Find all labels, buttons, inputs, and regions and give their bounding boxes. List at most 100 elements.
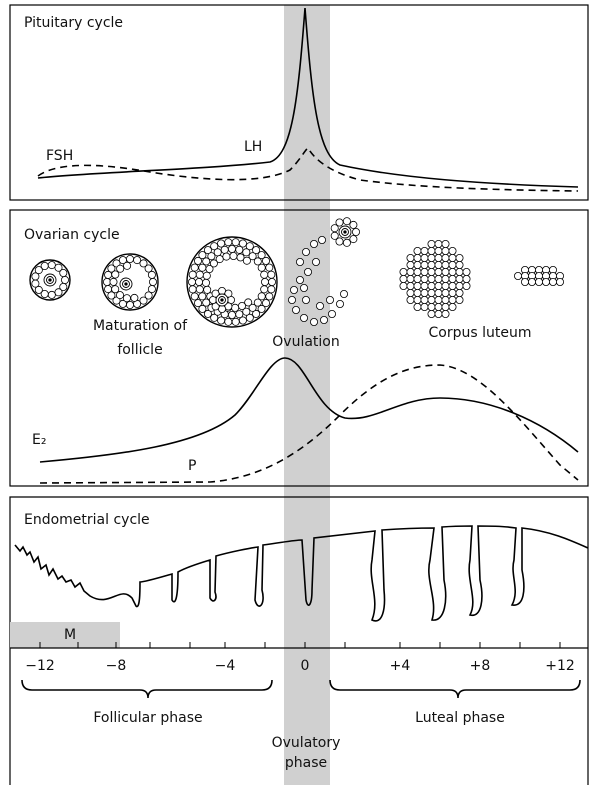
p-curve bbox=[39, 364, 579, 484]
cell bbox=[205, 264, 214, 273]
cell bbox=[202, 298, 211, 307]
cell bbox=[301, 295, 310, 304]
cell bbox=[236, 253, 245, 262]
oocyte bbox=[220, 298, 224, 302]
brace bbox=[21, 679, 273, 699]
cell bbox=[224, 317, 233, 326]
phase-label: Follicular phase bbox=[93, 710, 202, 726]
cell bbox=[193, 256, 202, 265]
oocyte bbox=[48, 278, 52, 282]
cell bbox=[245, 313, 254, 322]
cell bbox=[434, 253, 443, 262]
cell bbox=[195, 270, 204, 279]
cell bbox=[434, 288, 443, 297]
cell bbox=[257, 251, 266, 260]
cell bbox=[528, 277, 537, 286]
follicle-illustrations bbox=[29, 217, 565, 328]
cell bbox=[203, 246, 212, 255]
cell bbox=[54, 263, 63, 272]
cell bbox=[406, 295, 415, 304]
cell bbox=[342, 217, 351, 226]
cell bbox=[126, 300, 135, 309]
curve-label: E₂ bbox=[32, 432, 46, 448]
cell bbox=[242, 248, 251, 257]
cell bbox=[244, 298, 253, 307]
cell bbox=[549, 277, 558, 286]
cell bbox=[441, 288, 450, 297]
cell bbox=[315, 301, 324, 310]
follicle-wall bbox=[29, 259, 71, 301]
cell bbox=[335, 218, 344, 227]
cell bbox=[441, 274, 450, 283]
cell bbox=[317, 235, 326, 244]
brace bbox=[329, 679, 581, 699]
tick-label: −12 bbox=[25, 658, 55, 674]
cell bbox=[116, 291, 125, 300]
cell bbox=[434, 281, 443, 290]
cell bbox=[139, 296, 148, 305]
cell bbox=[54, 288, 63, 297]
cell bbox=[190, 263, 199, 272]
cell bbox=[455, 288, 464, 297]
cell bbox=[542, 277, 551, 286]
cell bbox=[301, 247, 310, 256]
fsh-curve bbox=[37, 146, 579, 192]
cell bbox=[231, 303, 240, 312]
cell bbox=[261, 299, 270, 308]
cell bbox=[193, 299, 202, 308]
cell bbox=[420, 253, 429, 262]
cell bbox=[217, 316, 226, 325]
cell bbox=[248, 303, 257, 312]
cell bbox=[434, 267, 443, 276]
cell bbox=[144, 264, 153, 273]
cell bbox=[455, 295, 464, 304]
cell bbox=[126, 254, 135, 263]
cell bbox=[248, 252, 257, 261]
cell bbox=[40, 289, 49, 298]
cell bbox=[111, 285, 120, 294]
cell bbox=[242, 307, 251, 316]
panel-title: Endometrial cycle bbox=[24, 512, 150, 528]
cell bbox=[231, 238, 240, 247]
phase-label: Luteal phase bbox=[415, 710, 505, 726]
cell bbox=[224, 238, 233, 247]
phase-label: phase bbox=[285, 755, 327, 771]
curve-label: FSH bbox=[46, 148, 73, 164]
cell bbox=[462, 274, 471, 283]
cell bbox=[123, 261, 132, 270]
cell bbox=[455, 281, 464, 290]
oocyte bbox=[124, 282, 128, 286]
cell bbox=[441, 239, 450, 248]
cell bbox=[441, 246, 450, 255]
cell bbox=[31, 272, 40, 281]
cell bbox=[406, 288, 415, 297]
cell bbox=[441, 267, 450, 276]
cell bbox=[295, 257, 304, 266]
cell bbox=[203, 309, 212, 318]
cell bbox=[291, 305, 300, 314]
pituitary-panel bbox=[9, 4, 589, 201]
cell bbox=[420, 246, 429, 255]
cell bbox=[434, 302, 443, 311]
cell bbox=[413, 267, 422, 276]
cell bbox=[399, 274, 408, 283]
cell bbox=[413, 274, 422, 283]
tick-label: +4 bbox=[390, 658, 411, 674]
lh-curve bbox=[37, 7, 579, 188]
cell bbox=[420, 302, 429, 311]
cell bbox=[198, 304, 207, 313]
cell bbox=[427, 239, 436, 248]
cell bbox=[420, 281, 429, 290]
cell bbox=[107, 264, 116, 273]
cell bbox=[434, 309, 443, 318]
cell bbox=[441, 260, 450, 269]
cell bbox=[427, 246, 436, 255]
cell bbox=[434, 274, 443, 283]
cell bbox=[187, 277, 196, 286]
cell bbox=[406, 274, 415, 283]
cell bbox=[188, 270, 197, 279]
cell bbox=[448, 295, 457, 304]
cell bbox=[260, 270, 269, 279]
